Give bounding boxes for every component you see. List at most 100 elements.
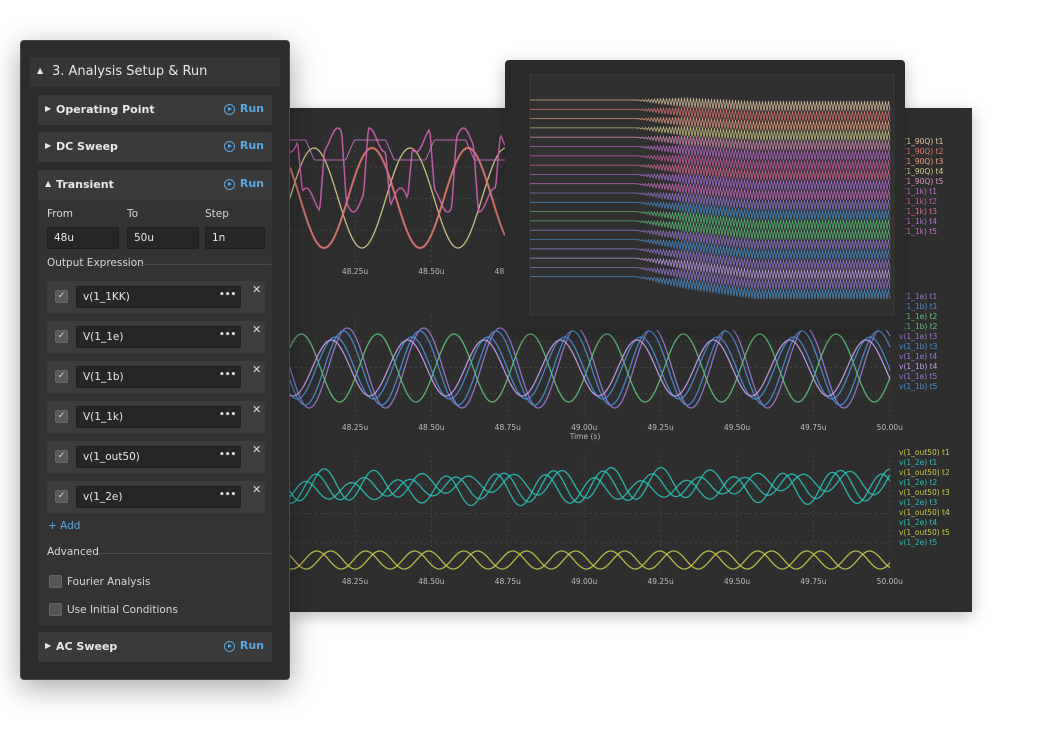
legend-entry: v(1_2e) t1 — [899, 458, 938, 467]
expand-icon: ▶ — [45, 104, 52, 113]
panel-header: ▲ 3. Analysis Setup & Run — [30, 57, 280, 87]
legend-entry: v(1_2e) t2 — [899, 478, 938, 487]
advanced-label: Advanced — [47, 546, 99, 558]
expression-checkbox[interactable]: ✓ — [55, 290, 68, 303]
legend-entry: v(1_1b) t5 — [899, 382, 938, 391]
inset-waveform — [530, 134, 891, 151]
inset-waves — [530, 97, 891, 300]
field-input[interactable]: 1n — [205, 227, 265, 249]
inset-waveform — [530, 210, 891, 230]
inset-waveform — [530, 97, 891, 112]
expression-input[interactable]: V(1_1e) — [76, 326, 241, 348]
expression-input[interactable]: V(1_1b) — [76, 366, 241, 388]
expression-input[interactable]: v(1_1KK) — [76, 286, 241, 308]
section-row[interactable]: ▶ DC Sweep Run — [38, 132, 272, 162]
remove-button[interactable]: ✕ — [252, 283, 262, 296]
legend-entry: v(1_1k) t5 — [899, 227, 937, 236]
inset-waveform — [530, 276, 891, 300]
waveform — [289, 468, 891, 504]
expression-checkbox[interactable]: ✓ — [55, 410, 68, 423]
run-button[interactable]: Run — [223, 102, 264, 115]
expand-icon: ▶ — [45, 641, 52, 650]
inset-waveform — [530, 200, 891, 220]
inset-waveform — [530, 125, 891, 141]
inset-waveform — [530, 238, 891, 260]
remove-button[interactable]: ✕ — [252, 483, 262, 496]
more-button[interactable]: ••• — [219, 370, 237, 380]
waveform — [289, 127, 506, 213]
x-tick-label: 48.25u — [342, 577, 368, 586]
section-row[interactable]: ▶ Operating Point Run — [38, 95, 272, 125]
legend-entry: v(1_1e) t2 — [899, 312, 938, 321]
x-tick-label: 49.50u — [724, 423, 750, 432]
waveform — [289, 333, 891, 403]
expression-input[interactable]: v(1_out50) — [76, 446, 241, 468]
run-button[interactable]: Run — [223, 639, 264, 652]
section-label: Transient — [56, 178, 114, 191]
inset-waveform — [530, 106, 891, 121]
section-row[interactable]: ▶ AC Sweep Run — [38, 632, 272, 662]
inset-waveform — [530, 144, 891, 161]
legend-entry: v(1_2e) t5 — [899, 538, 938, 547]
expression-input[interactable]: v(1_2e) — [76, 486, 241, 508]
expression-text: v(1_out50) — [83, 451, 140, 463]
waveform — [289, 550, 891, 570]
expand-icon: ▲ — [45, 179, 52, 188]
more-button[interactable]: ••• — [219, 290, 237, 300]
option-label: Use Initial Conditions — [67, 604, 178, 616]
remove-button[interactable]: ✕ — [252, 443, 262, 456]
run-button[interactable]: Run — [223, 177, 264, 190]
legend-entry: v(1_1k) t3 — [899, 207, 937, 216]
panel-title: 3. Analysis Setup & Run — [52, 64, 208, 79]
option-checkbox[interactable] — [49, 575, 62, 588]
remove-button[interactable]: ✕ — [252, 403, 262, 416]
waveform — [289, 147, 506, 249]
legend-entry: v(1_90Q) t3 — [899, 157, 944, 166]
legend-entry: v(1_out50) t1 — [899, 448, 950, 457]
section-row[interactable]: ▲ Transient Run — [38, 170, 272, 200]
remove-button[interactable]: ✕ — [252, 363, 262, 376]
expression-checkbox[interactable]: ✓ — [55, 330, 68, 343]
run-icon — [223, 104, 235, 115]
x-tick-label: 48.50u — [418, 423, 444, 432]
more-button[interactable]: ••• — [219, 490, 237, 500]
expression-checkbox[interactable]: ✓ — [55, 450, 68, 463]
more-button[interactable]: ••• — [219, 450, 237, 460]
run-button[interactable]: Run — [223, 139, 264, 152]
field-input[interactable]: 48u — [47, 227, 119, 249]
option-checkbox[interactable] — [49, 603, 62, 616]
inset-waveform — [530, 229, 891, 250]
inset-waveform — [530, 248, 891, 270]
expression-text: V(1_1b) — [83, 371, 124, 383]
expression-checkbox[interactable]: ✓ — [55, 490, 68, 503]
section-label: DC Sweep — [56, 140, 118, 153]
inset-waveform — [530, 182, 891, 201]
legend-entry: v(1_1k) t2 — [899, 197, 937, 206]
legend-entry: v(1_2e) t4 — [899, 518, 938, 527]
add-button[interactable]: + Add — [48, 520, 81, 532]
divider — [139, 264, 271, 265]
run-label: Run — [239, 177, 264, 190]
field-label: Step — [205, 208, 229, 220]
run-label: Run — [239, 639, 264, 652]
field-input[interactable]: 50u — [127, 227, 199, 249]
section-label: AC Sweep — [56, 640, 118, 653]
inset-waveform — [530, 172, 891, 191]
x-tick-label: 48.25u — [342, 267, 368, 276]
expression-input[interactable]: V(1_1k) — [76, 406, 241, 428]
x-tick-label: 50.00u — [877, 577, 903, 586]
inset-waveform — [530, 257, 891, 280]
expand-icon: ▶ — [45, 141, 52, 150]
expression-checkbox[interactable]: ✓ — [55, 370, 68, 383]
more-button[interactable]: ••• — [219, 410, 237, 420]
remove-button[interactable]: ✕ — [252, 323, 262, 336]
x-tick-label: 49.75u — [800, 577, 826, 586]
waveform — [289, 339, 891, 397]
more-button[interactable]: ••• — [219, 330, 237, 340]
section-label: Operating Point — [56, 103, 155, 116]
waveform — [289, 550, 891, 570]
x-tick-label: 50.00u — [877, 423, 903, 432]
legend-entry: v(1_1e) t5 — [899, 372, 938, 381]
